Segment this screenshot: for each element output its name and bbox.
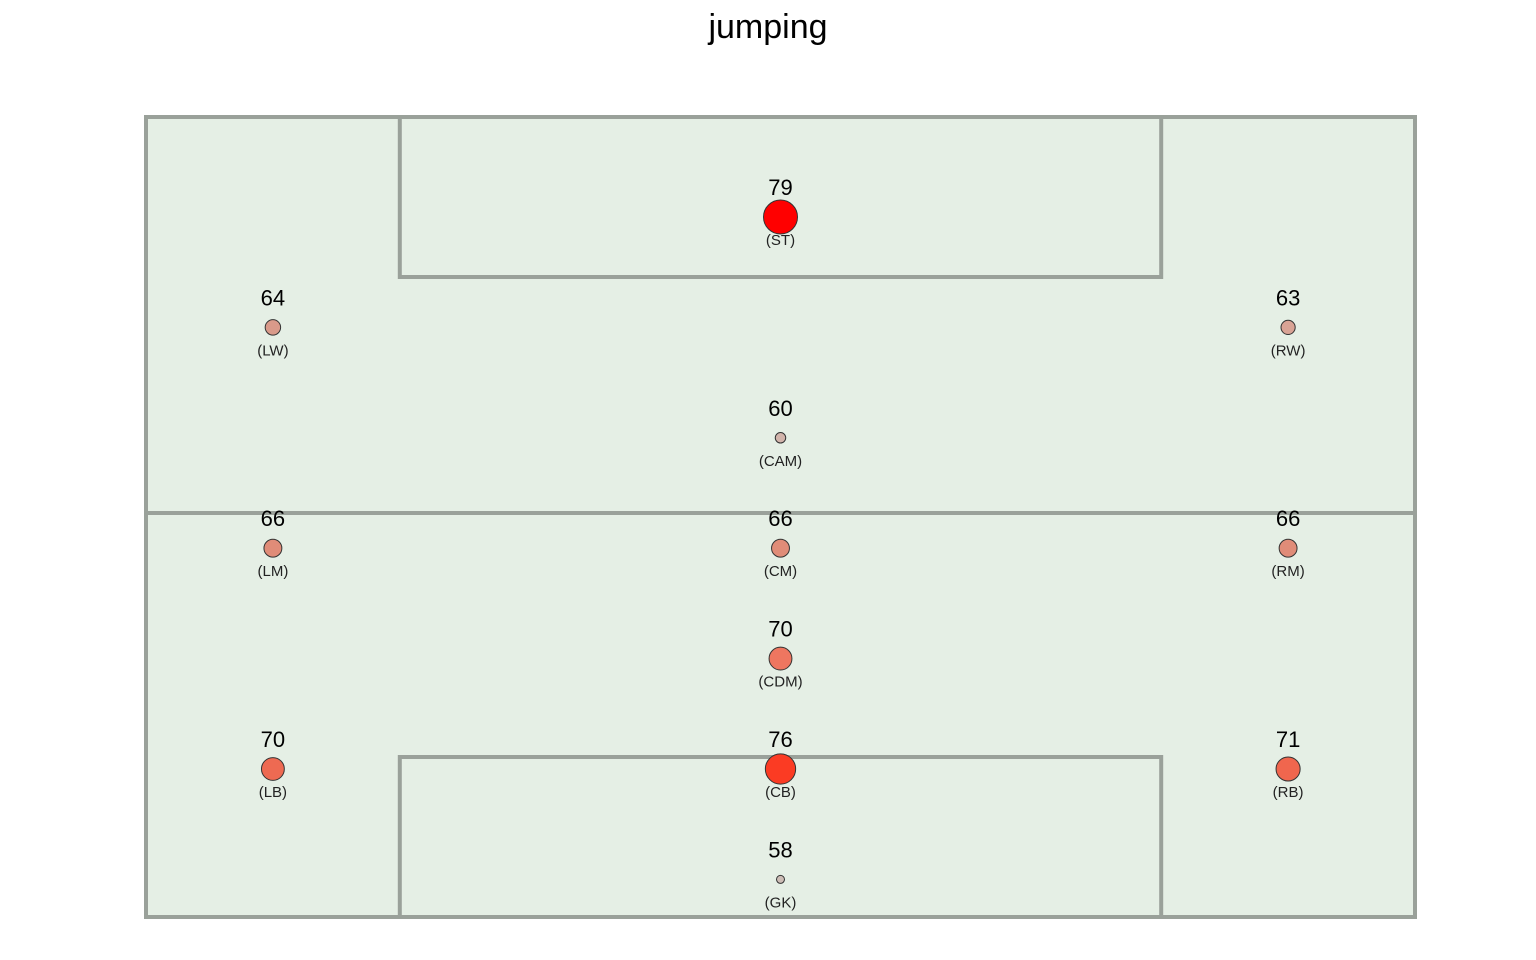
data-point — [263, 538, 283, 558]
data-label: 66 — [1276, 506, 1300, 531]
player-point-group: 71 (RB) — [1273, 727, 1304, 801]
data-point — [774, 432, 787, 444]
data-label: 60 — [768, 396, 792, 421]
data-label: 70 — [261, 727, 285, 752]
data-label: 70 — [768, 617, 792, 642]
player-point-group: 66 (RM) — [1271, 506, 1304, 580]
data-point — [1278, 538, 1298, 558]
data-point — [771, 538, 790, 558]
position-label: (ST) — [766, 232, 795, 249]
player-point-group: 70 (CDM) — [758, 617, 802, 691]
position-label: (LB) — [259, 784, 287, 801]
position-label: (CDM) — [758, 674, 802, 691]
top-penalty-box — [397, 115, 1164, 279]
data-point — [764, 753, 797, 785]
player-point-group: 66 (LM) — [257, 506, 288, 580]
position-label: (LW) — [257, 342, 288, 359]
player-point-group: 66 (CM) — [764, 506, 797, 580]
player-point-group: 64 (LW) — [257, 285, 288, 359]
data-point — [763, 199, 798, 235]
position-label: (CB) — [765, 784, 796, 801]
data-point — [768, 646, 793, 671]
data-label: 58 — [768, 837, 792, 862]
position-label: (RW) — [1271, 342, 1306, 359]
player-point-group: 76 (CB) — [764, 727, 797, 801]
player-point-group: 70 (LB) — [259, 727, 287, 801]
data-point — [260, 757, 285, 781]
points-layer: 79 (ST) 64 (LW) 63 (RW) 60 (CAM) 66 (LM) 66 (CM) 66 (… — [257, 175, 1305, 911]
player-point-group: 79 (ST) — [763, 175, 798, 249]
position-label: (RM) — [1271, 563, 1304, 580]
chart-title: jumping — [708, 8, 828, 46]
data-label: 66 — [768, 506, 792, 531]
data-label: 71 — [1276, 727, 1300, 752]
position-label: (LM) — [257, 563, 288, 580]
data-label: 63 — [1276, 285, 1300, 310]
position-label: (CM) — [764, 563, 797, 580]
data-label: 66 — [261, 506, 285, 531]
data-label: 79 — [768, 175, 792, 200]
data-label: 76 — [768, 727, 792, 752]
data-point — [1275, 756, 1301, 782]
data-point — [1280, 319, 1296, 335]
data-label: 64 — [261, 285, 285, 310]
data-point — [776, 874, 785, 884]
player-point-group: 63 (RW) — [1271, 285, 1306, 359]
data-point — [264, 319, 282, 336]
position-label: (GK) — [765, 894, 797, 911]
position-label: (RB) — [1273, 784, 1304, 801]
player-point-group: 58 (GK) — [765, 837, 797, 911]
position-label: (CAM) — [759, 453, 802, 470]
player-point-group: 60 (CAM) — [759, 396, 802, 470]
